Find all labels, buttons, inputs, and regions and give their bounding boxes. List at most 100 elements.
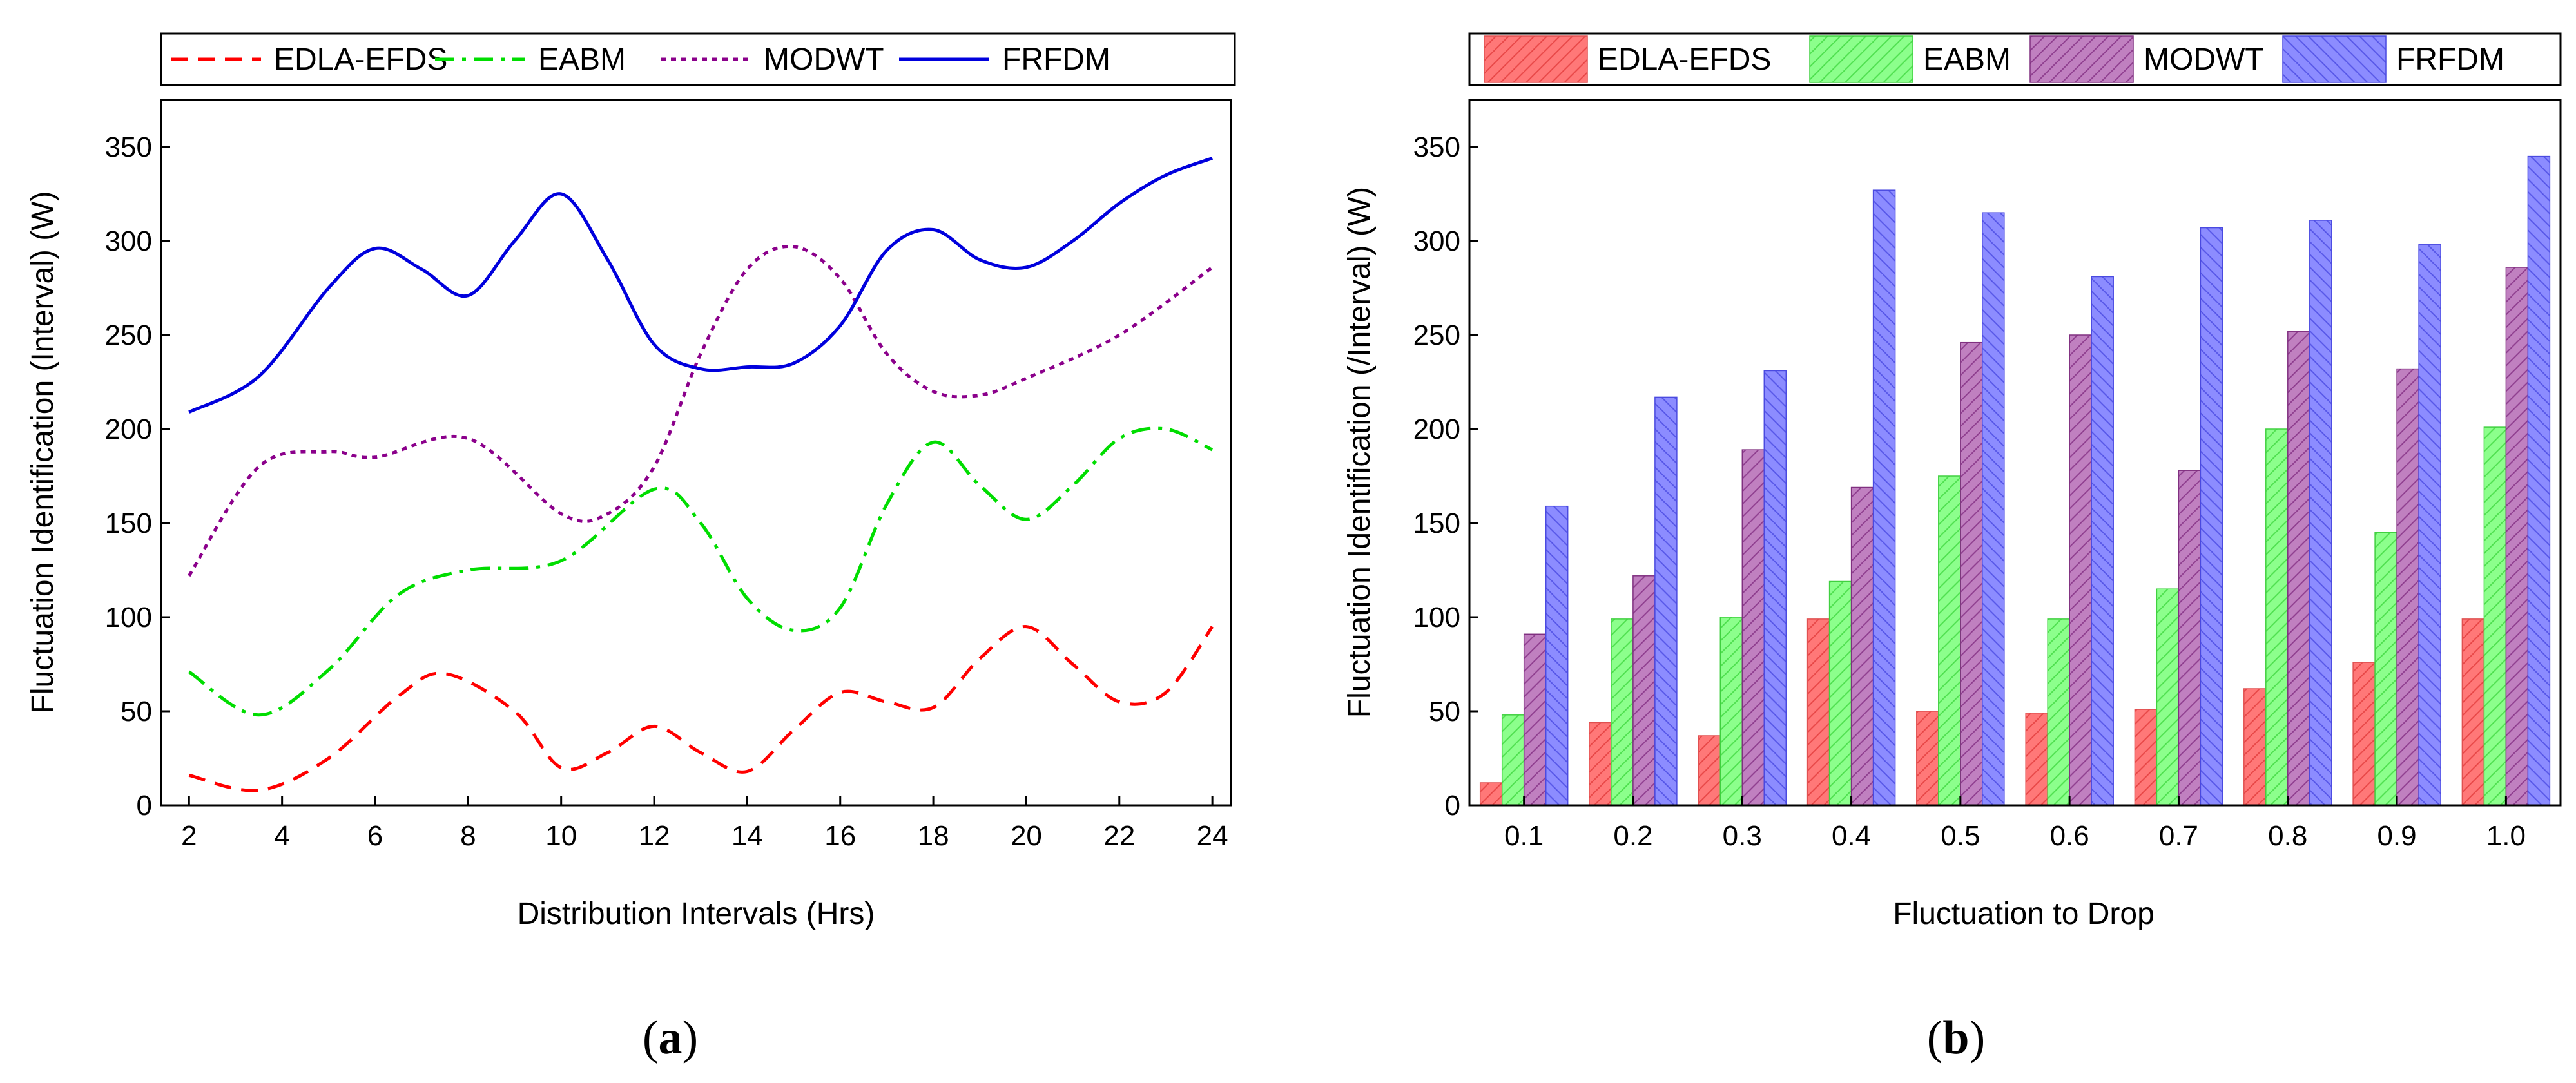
y-tick-label: 200 bbox=[1413, 414, 1460, 445]
x-tick-label: 12 bbox=[639, 820, 670, 852]
x-tick-label: 6 bbox=[367, 820, 383, 852]
legend-a: EDLA-EFDS EABM MODWT FRFDM bbox=[160, 32, 1236, 86]
bar-eabm-0-4 bbox=[1828, 580, 1852, 806]
x-tick-label: 0.3 bbox=[1723, 820, 1762, 852]
plot-frame-b bbox=[1468, 99, 2562, 807]
bar-eabm-0-5 bbox=[1938, 475, 1961, 806]
y-axis-label-a: Fluctuation Identification (Interval) (W… bbox=[26, 191, 60, 714]
x-axis-a: 2 4 6 8 10 12 14 16 18 20 22 24 bbox=[181, 796, 1228, 852]
bar-frfdm-0-2 bbox=[1654, 396, 1678, 806]
x-tick-label: 18 bbox=[918, 820, 949, 852]
x-axis-label-a: Distribution Intervals (Hrs) bbox=[518, 897, 875, 931]
x-tick-label: 16 bbox=[824, 820, 856, 852]
bar-eabm-1-0 bbox=[2483, 426, 2507, 806]
y-tick-label: 350 bbox=[1413, 131, 1460, 163]
bar-modwt-0-8 bbox=[2287, 331, 2310, 806]
bar-edla-efds-0-2 bbox=[1589, 722, 1612, 806]
bar-frfdm-0-8 bbox=[2309, 220, 2332, 806]
legend-b: EDLA-EFDS EABM MODWT FRFDM bbox=[1468, 32, 2562, 86]
legend-label-edla-efds: EDLA-EFDS bbox=[1598, 43, 1771, 77]
y-tick-label: 200 bbox=[105, 414, 152, 445]
x-tick-label: 0.7 bbox=[2159, 820, 2198, 852]
bar-edla-efds-0-7 bbox=[2134, 709, 2158, 806]
bar-modwt-0-1 bbox=[1523, 633, 1547, 806]
x-tick-label: 4 bbox=[274, 820, 289, 852]
bar-modwt-0-4 bbox=[1850, 486, 1874, 806]
bar-frfdm-0-5 bbox=[1982, 212, 2005, 806]
bar-modwt-1-0 bbox=[2505, 267, 2529, 806]
bar-frfdm-1-0 bbox=[2527, 155, 2551, 806]
panel-label-b: (b) bbox=[1927, 1011, 1985, 1064]
legend-swatch-eabm bbox=[1809, 35, 1913, 83]
bar-modwt-0-3 bbox=[1741, 449, 1765, 806]
x-tick-label: 10 bbox=[545, 820, 577, 852]
legend-label-eabm: EABM bbox=[538, 43, 626, 77]
y-tick-label: 0 bbox=[1445, 790, 1460, 821]
y-tick-label: 350 bbox=[105, 131, 152, 163]
bar-modwt-0-9 bbox=[2396, 368, 2419, 806]
x-axis-label-b: Fluctuation to Drop bbox=[1893, 897, 2155, 931]
bar-eabm-0-8 bbox=[2265, 428, 2289, 806]
legend-swatch-modwt bbox=[2029, 35, 2134, 83]
bar-eabm-0-7 bbox=[2156, 588, 2180, 806]
x-tick-label: 20 bbox=[1011, 820, 1042, 852]
bar-edla-efds-0-6 bbox=[2025, 713, 2048, 806]
x-tick-label: 22 bbox=[1103, 820, 1135, 852]
bar-eabm-0-3 bbox=[1719, 617, 1743, 806]
legend-label-modwt: MODWT bbox=[2144, 43, 2264, 77]
bar-edla-efds-0-8 bbox=[2243, 688, 2267, 806]
x-tick-label: 0.5 bbox=[1941, 820, 1980, 852]
plot-frame-a bbox=[160, 99, 1232, 807]
y-tick-label: 250 bbox=[105, 320, 152, 351]
bar-modwt-0-6 bbox=[2069, 334, 2092, 806]
legend-label-modwt: MODWT bbox=[764, 43, 884, 77]
x-tick-label: 14 bbox=[731, 820, 763, 852]
bar-frfdm-0-3 bbox=[1763, 370, 1787, 806]
bar-frfdm-0-1 bbox=[1545, 505, 1569, 806]
bar-eabm-0-1 bbox=[1501, 714, 1525, 806]
bar-edla-efds-1-0 bbox=[2461, 618, 2485, 806]
y-tick-label: 100 bbox=[1413, 602, 1460, 633]
x-tick-label: 0.4 bbox=[1832, 820, 1871, 852]
y-tick-label: 0 bbox=[137, 790, 152, 821]
series-line-frfdm bbox=[188, 157, 1213, 414]
legend-label-frfdm: FRFDM bbox=[1002, 43, 1110, 77]
bar-edla-efds-0-1 bbox=[1479, 782, 1503, 806]
legend-box-a bbox=[160, 32, 1236, 86]
bar-frfdm-0-9 bbox=[2418, 244, 2441, 806]
y-axis-b: 0 50 100 150 200 250 300 350 bbox=[1413, 131, 1478, 821]
x-tick-label: 8 bbox=[460, 820, 476, 852]
bar-edla-efds-0-5 bbox=[1916, 711, 1939, 806]
bar-eabm-0-9 bbox=[2374, 532, 2397, 806]
x-tick-label: 0.2 bbox=[1613, 820, 1652, 852]
x-tick-label: 0.8 bbox=[2268, 820, 2307, 852]
bar-modwt-0-2 bbox=[1632, 575, 1656, 806]
bar-modwt-0-5 bbox=[1960, 341, 1983, 806]
x-tick-label: 0.9 bbox=[2377, 820, 2416, 852]
y-tick-label: 250 bbox=[1413, 320, 1460, 351]
y-tick-label: 50 bbox=[1429, 696, 1460, 727]
bar-frfdm-0-4 bbox=[1872, 189, 1896, 806]
series-line-modwt bbox=[188, 244, 1214, 577]
y-tick-label: 50 bbox=[121, 696, 152, 727]
y-tick-label: 100 bbox=[105, 602, 152, 633]
bar-eabm-0-6 bbox=[2047, 618, 2070, 806]
y-axis-a: 0 50 100 150 200 250 300 350 bbox=[105, 131, 170, 821]
series-line-eabm bbox=[188, 426, 1214, 717]
bar-frfdm-0-7 bbox=[2200, 227, 2223, 806]
y-tick-label: 150 bbox=[1413, 508, 1460, 539]
x-tick-label: 24 bbox=[1197, 820, 1228, 852]
y-axis-label-b: Fluctuation Identification (/Interval) (… bbox=[1342, 187, 1377, 718]
legend-label-frfdm: FRFDM bbox=[2396, 43, 2504, 77]
bar-frfdm-0-6 bbox=[2091, 276, 2114, 806]
x-tick-label: 0.1 bbox=[1504, 820, 1544, 852]
legend-swatch-edla-efds bbox=[1484, 35, 1588, 83]
y-tick-label: 150 bbox=[105, 508, 152, 539]
x-axis-b: 0.1 0.2 0.3 0.4 0.5 0.6 0.7 0.8 0.9 1.0 bbox=[1504, 796, 2526, 852]
bar-edla-efds-0-4 bbox=[1806, 618, 1830, 806]
x-tick-label: 1.0 bbox=[2486, 820, 2526, 852]
series-line-edla-efds bbox=[188, 625, 1214, 792]
bar-chart-panel-b: EDLA-EFDS EABM MODWT FRFDM 0 50 100 150 200 250 3… bbox=[1342, 32, 2562, 1064]
bar-edla-efds-0-9 bbox=[2352, 662, 2376, 806]
